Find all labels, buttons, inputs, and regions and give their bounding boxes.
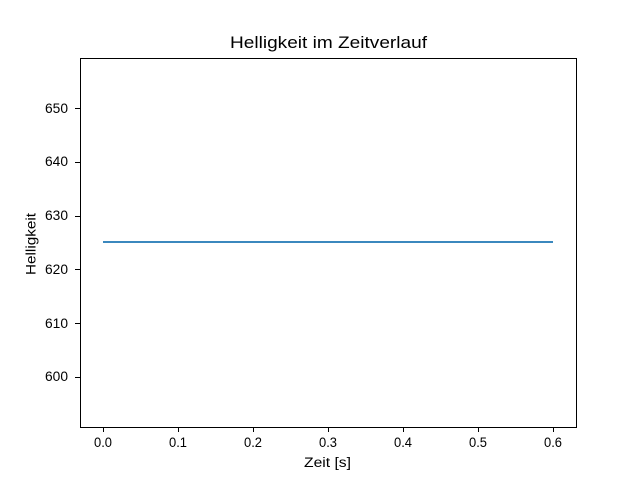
- svg-text:0.3: 0.3: [319, 434, 337, 450]
- svg-text:Zeit [s]: Zeit [s]: [304, 454, 351, 470]
- svg-text:Helligkeit: Helligkeit: [23, 213, 39, 275]
- svg-text:Helligkeit im Zeitverlauf: Helligkeit im Zeitverlauf: [230, 33, 427, 52]
- svg-text:630: 630: [45, 207, 68, 223]
- svg-text:0.6: 0.6: [544, 434, 562, 450]
- svg-text:0.1: 0.1: [169, 434, 187, 450]
- svg-text:600: 600: [45, 368, 68, 384]
- svg-text:0.4: 0.4: [394, 434, 412, 450]
- svg-text:620: 620: [45, 261, 68, 277]
- svg-text:0.2: 0.2: [244, 434, 262, 450]
- svg-text:650: 650: [45, 100, 68, 116]
- svg-text:0.0: 0.0: [94, 434, 112, 450]
- svg-text:0.5: 0.5: [469, 434, 487, 450]
- svg-text:610: 610: [45, 315, 68, 331]
- svg-text:640: 640: [45, 153, 68, 169]
